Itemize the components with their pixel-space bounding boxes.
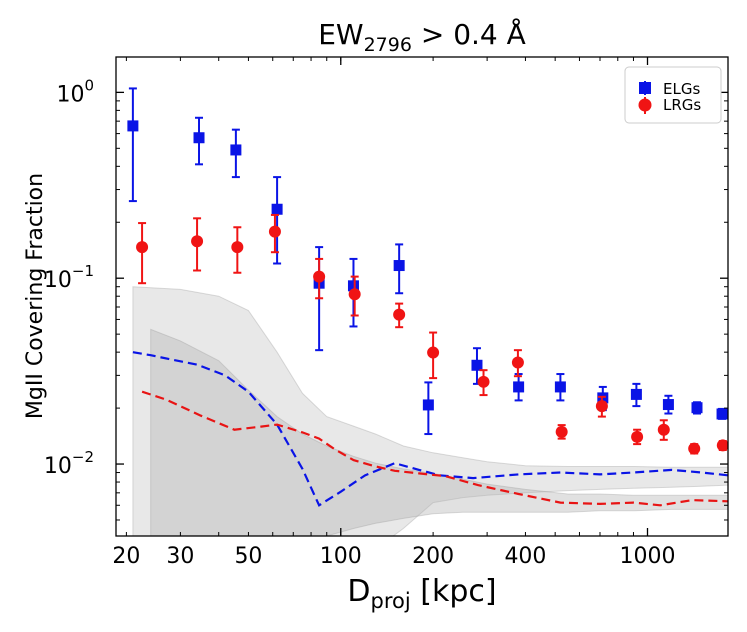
shaded-band-1 [150, 328, 728, 536]
y-tick-label: 10−2 [44, 448, 94, 479]
dashed-line-0 [132, 351, 728, 507]
lrgs-point-1 [191, 235, 204, 248]
plot-area [127, 87, 728, 536]
dashed-line-1 [141, 390, 728, 507]
lrgs-point-4 [313, 270, 326, 283]
plot-frame [115, 56, 729, 537]
lrgs-point-12 [631, 430, 644, 443]
legend-lrg-marker [638, 98, 652, 112]
elgs-point-6 [393, 260, 405, 272]
elgs-point-5 [347, 280, 359, 292]
legend-entry-elgs: ELGs [639, 80, 700, 98]
elgs-point-1 [193, 132, 205, 144]
x-tick-label: 1000 [619, 544, 675, 569]
chart-title: EW2796 > 0.4 Å [318, 17, 526, 56]
x-tick-label: 400 [504, 544, 546, 569]
lrgs-point-13 [657, 423, 670, 436]
legend-lrg-label: LRGs [663, 96, 701, 114]
lrgs-point-0 [136, 241, 149, 254]
x-axis-label: Dproj [kpc] [347, 574, 496, 613]
legend-entry-lrgs: LRGs [638, 96, 701, 114]
elgs-point-3 [271, 203, 283, 215]
y-axis-label: MgII Covering Fraction [23, 173, 48, 419]
elgs-point-13 [662, 399, 674, 411]
lrgs-point-6 [393, 308, 406, 321]
legend-elg-label: ELGs [663, 80, 700, 98]
lrgs-point-10 [555, 425, 568, 438]
elgs-point-15 [716, 408, 728, 420]
elgs-point-10 [554, 381, 566, 393]
lrgs-point-11 [595, 400, 608, 413]
x-tick-label: 30 [166, 544, 194, 569]
elgs-point-14 [691, 402, 703, 414]
lrgs-point-9 [511, 356, 524, 369]
lrgs-point-8 [477, 375, 490, 388]
lrgs-point-5 [348, 288, 361, 301]
lrgs-point-7 [427, 346, 440, 359]
x-tick-label: 100 [320, 544, 362, 569]
y-tick-label: 100 [56, 76, 94, 107]
x-tick-label: 200 [412, 544, 454, 569]
elgs-point-2 [230, 144, 242, 156]
x-tick-label: 20 [112, 544, 140, 569]
shaded-band-0 [132, 286, 728, 536]
axis-ticks: 20 30 50 100 200 400 1000 10−2 10−1 100 [44, 57, 728, 569]
legend-elg-marker [639, 82, 651, 94]
elgs-point-12 [630, 388, 642, 400]
x-tick-label: 50 [234, 544, 262, 569]
elgs-point-9 [513, 381, 525, 393]
lrgs-point-15 [716, 439, 728, 452]
lrgs-point-3 [268, 225, 281, 238]
elgs-point-8 [471, 359, 483, 371]
lrgs-point-2 [231, 241, 244, 254]
legend: ELGs LRGs [624, 66, 722, 124]
lrgs-point-14 [688, 442, 701, 455]
elgs-point-0 [127, 120, 139, 132]
y-tick-label: 10−1 [44, 262, 94, 293]
elgs-point-7 [422, 399, 434, 411]
